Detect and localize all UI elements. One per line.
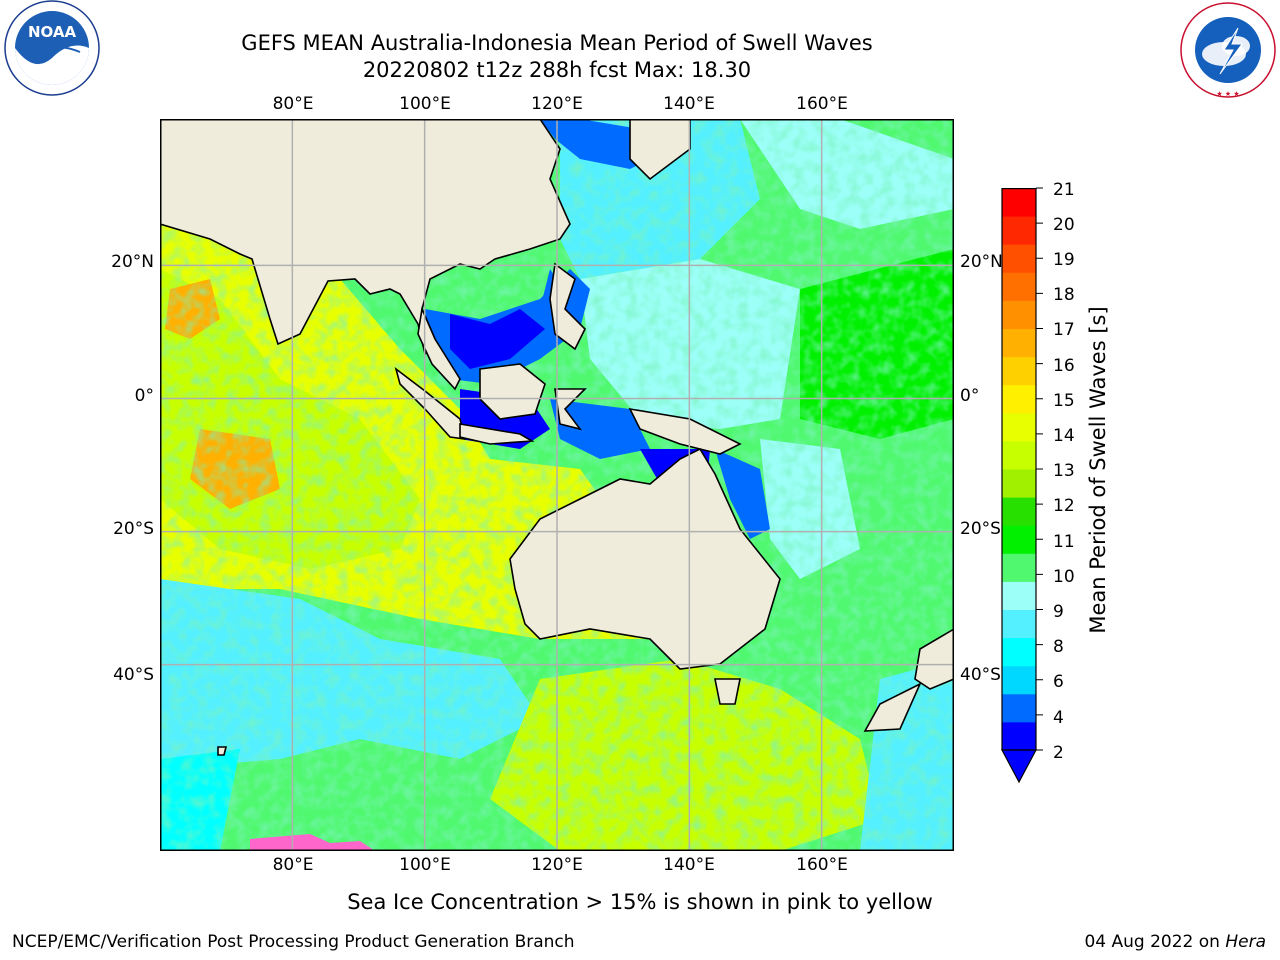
lon-tick-bottom-120e: 120°E xyxy=(531,855,583,875)
land-masses xyxy=(160,119,954,756)
colorbar xyxy=(1001,187,1043,784)
colorbar-segment xyxy=(1002,609,1036,639)
java xyxy=(459,423,535,445)
colorbar-segment xyxy=(1002,356,1036,386)
lon-tick-bottom-140e: 140°E xyxy=(663,855,715,875)
lon-tick-top-80e: 80°E xyxy=(272,94,314,114)
lon-tick-top-160e: 160°E xyxy=(796,94,848,114)
lat-tick-left-20n: 20°N xyxy=(111,252,154,272)
colorbar-tick-9: 9 xyxy=(1053,602,1064,622)
japan xyxy=(629,119,691,181)
colorbar-tick-14: 14 xyxy=(1053,426,1075,446)
colorbar-tick-18: 18 xyxy=(1053,285,1075,305)
colorbar-segment xyxy=(1002,384,1036,414)
graticule xyxy=(160,119,954,851)
kerguelen xyxy=(217,746,228,756)
colorbar-tick-10: 10 xyxy=(1053,567,1075,587)
run-date-text: 04 Aug 2022 on xyxy=(1084,932,1220,952)
colorbar-tick-12: 12 xyxy=(1053,496,1075,516)
colorbar-segment xyxy=(1002,637,1036,667)
colorbar-segment xyxy=(1002,553,1036,582)
banda-sea-blue xyxy=(550,399,650,459)
map-title: GEFS MEAN Australia-Indonesia Mean Perio… xyxy=(241,31,873,55)
colorbar-tick-15: 15 xyxy=(1053,391,1075,411)
colorbar-tick-21: 21 xyxy=(1053,180,1075,200)
lon-tick-bottom-160e: 160°E xyxy=(796,855,848,875)
run-date: 04 Aug 2022 on Hera xyxy=(1084,932,1266,952)
lat-tick-left-20s: 20°S xyxy=(113,519,154,539)
lon-tick-bottom-80e: 80°E xyxy=(272,855,314,875)
colorbar-tick-13: 13 xyxy=(1053,461,1075,481)
map-subtitle: 20220802 t12z 288h fcst Max: 18.30 xyxy=(362,58,752,82)
lon-tick-top-120e: 120°E xyxy=(531,94,583,114)
colorbar-label: Mean Period of Swell Waves [s] xyxy=(1086,306,1110,634)
noaa-logo-text: NOAA xyxy=(28,23,77,41)
sea-ice-note: Sea Ice Concentration > 15% is shown in … xyxy=(347,890,933,914)
svg-text:★ ★ ★: ★ ★ ★ xyxy=(1216,90,1239,98)
lon-tick-top-100e: 100°E xyxy=(399,94,451,114)
colorbar-tick-19: 19 xyxy=(1053,250,1075,270)
colorbar-tick-16: 16 xyxy=(1053,356,1075,376)
colorbar-segment xyxy=(1002,412,1036,442)
swell-period-map xyxy=(160,119,954,851)
colorbar-segment xyxy=(1002,693,1036,723)
colorbar-segment xyxy=(1002,440,1036,470)
philippines xyxy=(549,262,586,351)
colorbar-segment xyxy=(1002,216,1036,245)
lon-tick-top-140e: 140°E xyxy=(663,94,715,114)
sumatra xyxy=(394,366,467,440)
colorbar-segment xyxy=(1002,497,1036,526)
run-host: Hera xyxy=(1225,932,1266,952)
lat-tick-left-0: 0° xyxy=(134,386,154,406)
colorbar-segment xyxy=(1002,188,1036,217)
colorbar-tick-20: 20 xyxy=(1053,215,1075,235)
lon-tick-bottom-100e: 100°E xyxy=(399,855,451,875)
colorbar-segment xyxy=(1002,244,1036,273)
gulf-of-thailand-blue xyxy=(450,309,545,369)
colorbar-tick-2: 2 xyxy=(1053,743,1064,763)
map-frame xyxy=(160,119,954,851)
colorbar-tick-6: 6 xyxy=(1053,672,1064,692)
sea-ice-patch xyxy=(250,834,375,851)
colorbar-segment xyxy=(1002,525,1036,554)
new-zealand-south xyxy=(863,682,922,732)
nws-logo: ★ ★ ★ xyxy=(1176,0,1280,104)
colorbar-tick-11: 11 xyxy=(1053,532,1075,552)
colorbar-segment xyxy=(1002,469,1036,498)
colorbar-tick-8: 8 xyxy=(1053,637,1064,657)
lat-tick-right-20n: 20°N xyxy=(960,252,1003,272)
colorbar-segment xyxy=(1002,581,1036,610)
colorbar-segment xyxy=(1002,300,1036,329)
lat-tick-right-40s: 40°S xyxy=(960,665,1001,685)
new-zealand-north xyxy=(914,628,954,690)
colorbar-segment xyxy=(1002,665,1036,695)
colorbar-segment xyxy=(1002,272,1036,301)
colorbar-tick-17: 17 xyxy=(1053,320,1075,340)
lat-tick-left-40s: 40°S xyxy=(113,665,154,685)
noaa-logo: NOAA xyxy=(0,0,104,104)
colorbar-tick-4: 4 xyxy=(1053,708,1064,728)
tasmania xyxy=(714,678,741,705)
lat-tick-right-0: 0° xyxy=(960,386,980,406)
malay-peninsula xyxy=(417,306,461,391)
lat-tick-right-20s: 20°S xyxy=(960,519,1001,539)
colorbar-segment xyxy=(1002,328,1036,358)
colorbar-extend-arrow xyxy=(1001,749,1037,784)
australia xyxy=(509,447,781,670)
colorbar-segment xyxy=(1002,721,1036,751)
producer-credit: NCEP/EMC/Verification Post Processing Pr… xyxy=(12,932,575,952)
gbr-blue xyxy=(715,449,770,539)
